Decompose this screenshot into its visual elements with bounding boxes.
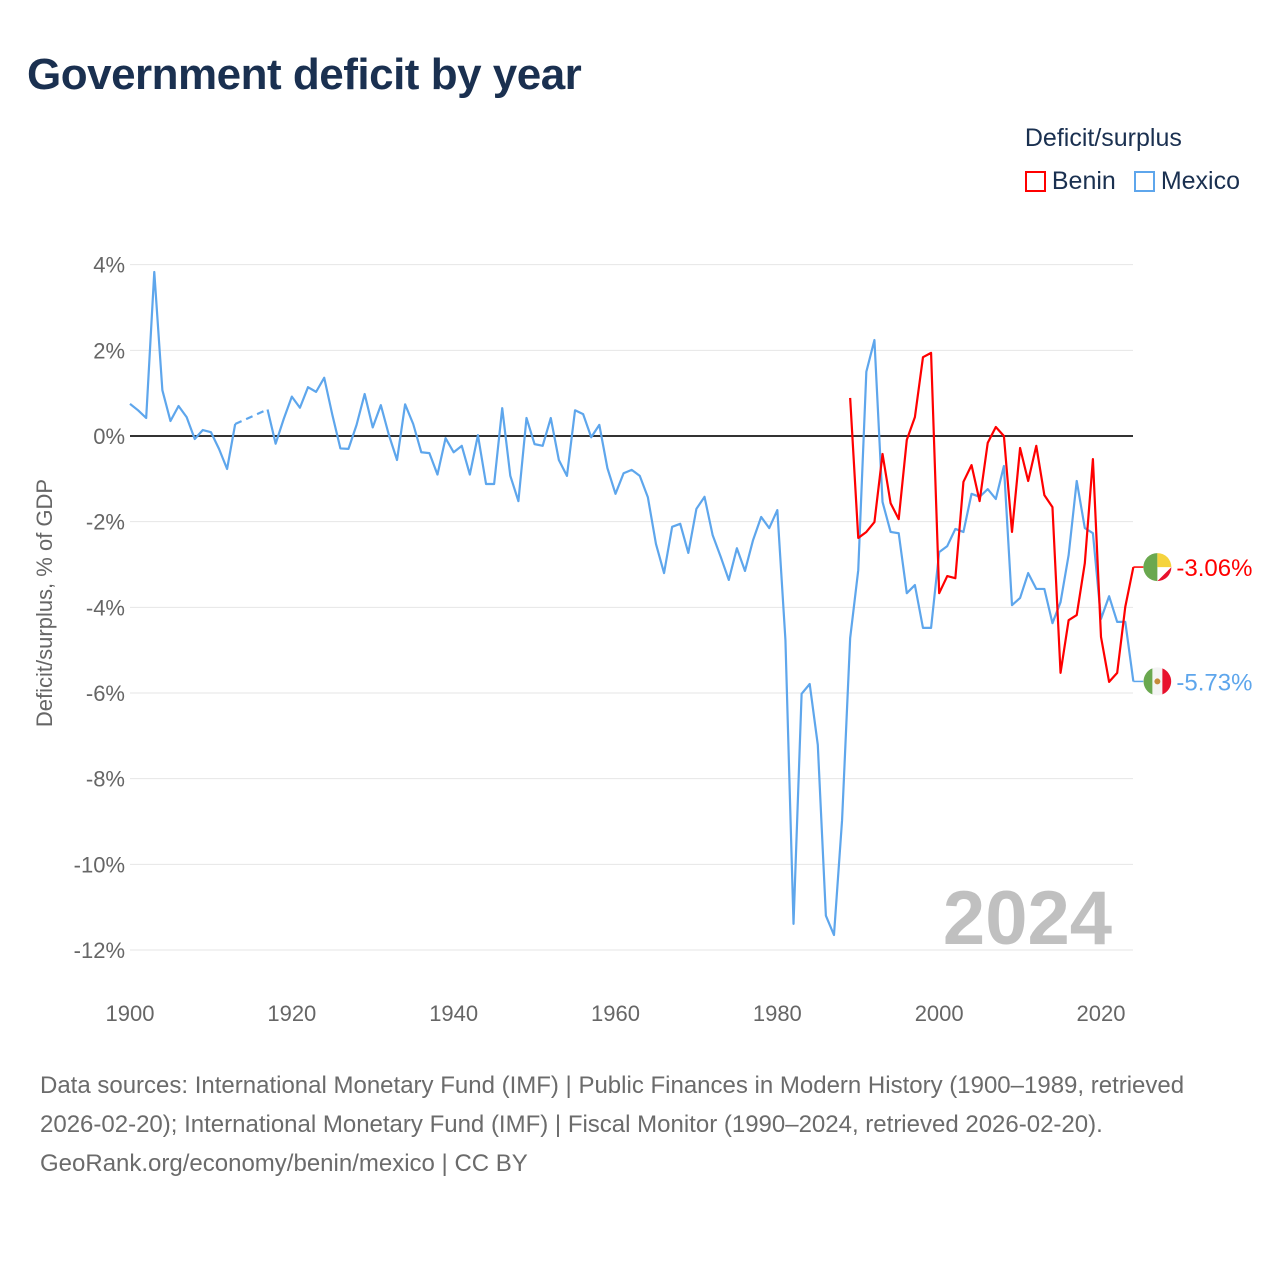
credit-link[interactable]: GeoRank.org/economy/benin/mexico | CC BY	[40, 1150, 528, 1177]
x-tick-label: 2020	[1077, 1001, 1126, 1026]
y-tick-label: -10%	[74, 852, 125, 877]
benin-flag-icon	[1157, 567, 1172, 582]
x-tick-label: 1900	[106, 1001, 155, 1026]
end-value-label-benin: -3.06%	[1176, 555, 1252, 582]
footer: Data sources: International Monetary Fun…	[40, 1066, 1240, 1183]
y-tick-label: -8%	[86, 767, 125, 792]
year-watermark: 2024	[943, 876, 1112, 961]
y-tick-label: 4%	[93, 253, 125, 278]
y-tick-label: 2%	[93, 338, 125, 363]
legend-swatch-benin	[1024, 171, 1046, 192]
legend-item-benin[interactable]: Benin	[1024, 167, 1116, 196]
series-gap-mexico	[234, 408, 269, 426]
y-tick-label: -12%	[74, 938, 125, 963]
series-line-benin	[849, 351, 1135, 683]
y-tick-label: -4%	[86, 595, 125, 620]
legend-label-benin: Benin	[1051, 167, 1116, 195]
legend-item-mexico[interactable]: Mexico	[1133, 167, 1240, 196]
mexico-flag-icon	[1143, 668, 1153, 695]
series-line-mexico	[266, 338, 1135, 937]
benin-flag-icon	[1143, 553, 1158, 582]
y-tick-label: 0%	[93, 424, 125, 449]
legend-title: Deficit/surplus	[1024, 124, 1182, 152]
data-sources: Data sources: International Monetary Fun…	[40, 1072, 1185, 1138]
legend-swatch-mexico	[1133, 171, 1155, 192]
x-tick-label: 1940	[429, 1001, 478, 1026]
x-tick-label: 1980	[753, 1001, 802, 1026]
series-line-mexico	[129, 270, 237, 471]
y-tick-label: -6%	[86, 681, 125, 706]
x-tick-label: 2000	[915, 1001, 964, 1026]
chart-title: Government deficit by year	[27, 50, 582, 99]
legend-label-mexico: Mexico	[1160, 167, 1240, 195]
end-value-label-mexico: -5.73%	[1176, 669, 1252, 696]
y-axis-label: Deficit/surplus, % of GDP	[32, 479, 57, 727]
x-tick-label: 1960	[591, 1001, 640, 1026]
y-tick-label: -2%	[86, 510, 125, 535]
x-tick-label: 1920	[267, 1001, 316, 1026]
benin-flag-icon	[1157, 553, 1172, 568]
chart-plot: 4% 2% 0% -2% -4% -6% -8% -10% -12% 1900 1920 1940 19…	[32, 253, 1252, 1026]
mexico-flag-icon	[1162, 668, 1172, 695]
mexico-emblem-icon	[1154, 678, 1161, 685]
legend: Deficit/surplus Benin Mexico	[1024, 124, 1240, 196]
